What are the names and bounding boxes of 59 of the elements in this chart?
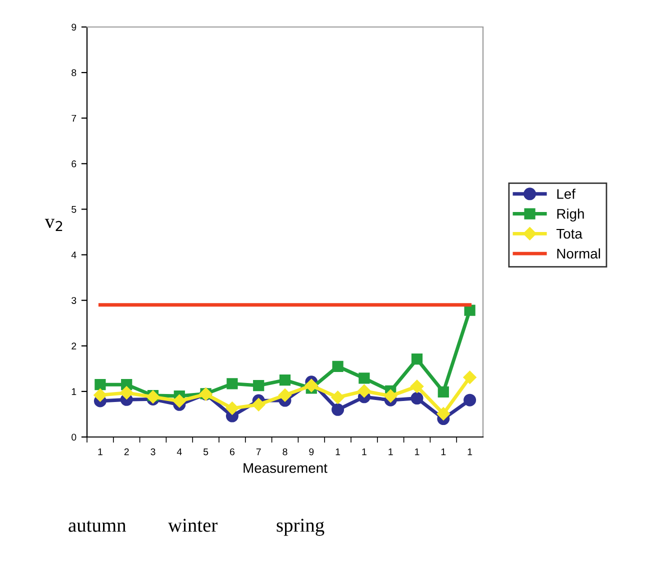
point (279, 374, 291, 386)
x-tick-label: 8 (282, 448, 288, 456)
y-tick-label: 0 (72, 434, 76, 441)
point (411, 354, 423, 365)
point (410, 392, 424, 405)
x-tick-label: 1 (441, 448, 446, 456)
point (410, 380, 424, 394)
y-tick-label: 7 (72, 114, 76, 122)
point (436, 407, 450, 420)
y-tick-label: 1 (72, 388, 76, 395)
y-tick-label: 2 (72, 342, 76, 350)
x-tick-label: 1 (98, 448, 102, 456)
x-tick-label: 1 (388, 448, 393, 456)
legend-label: Tota (556, 228, 582, 239)
point (278, 388, 292, 402)
y-tick-label: 3 (72, 297, 76, 304)
text: autumn (68, 520, 126, 532)
point (438, 386, 449, 398)
point (358, 372, 370, 384)
y-tick-label: 9 (72, 24, 76, 31)
x-tick-label: 1 (336, 448, 340, 456)
x-tick-label: 1 (415, 448, 420, 456)
point (384, 389, 398, 403)
point (120, 386, 134, 400)
x-tick-label: 9 (309, 448, 314, 456)
y-tick-label: 4 (71, 252, 76, 258)
x-tick-label: 1 (468, 448, 472, 456)
point (253, 380, 264, 392)
point (332, 360, 344, 372)
text: winter (168, 518, 218, 532)
point (464, 394, 476, 406)
x-tick-label: 2 (124, 448, 129, 456)
legend-label: Lef (557, 188, 576, 199)
x-tick-label: 1 (362, 448, 366, 456)
point (172, 394, 186, 408)
x-axis-title: Measurement (244, 463, 328, 473)
point (331, 390, 344, 404)
point (226, 378, 238, 390)
point (464, 304, 476, 316)
legend-label: Righ (557, 208, 584, 222)
point (463, 370, 476, 384)
point (358, 384, 371, 398)
y-tick-label: 8 (72, 69, 76, 76)
y-tick-label: 6 (72, 160, 76, 168)
point (226, 402, 239, 415)
x-tick-label: 6 (230, 448, 234, 456)
point (304, 378, 318, 392)
y-axis-title: v$_{2}$ (44, 218, 62, 232)
point (94, 388, 107, 402)
text: spring (276, 518, 324, 536)
point (332, 403, 344, 416)
legend-label: Normal (557, 248, 600, 259)
x-tick-label: 5 (203, 448, 208, 456)
point (252, 398, 266, 412)
x-tick-label: 3 (150, 448, 156, 456)
y-tick-label: 5 (72, 206, 76, 213)
x-tick-label: 4 (176, 448, 182, 456)
point (94, 379, 106, 390)
x-tick-label: 7 (256, 448, 261, 456)
